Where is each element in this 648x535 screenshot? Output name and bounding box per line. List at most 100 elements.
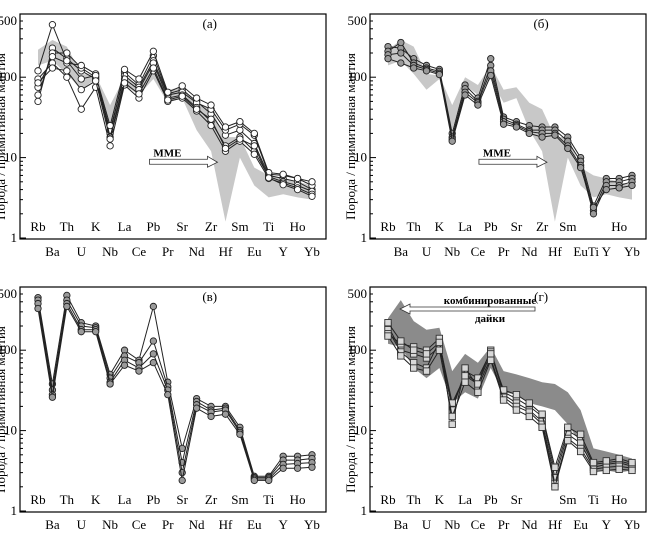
data-point [397, 38, 405, 47]
data-point [178, 82, 186, 90]
data-point [178, 476, 186, 485]
data-point [63, 302, 71, 311]
data-point [77, 61, 85, 70]
data-point [120, 79, 129, 87]
data-point [250, 150, 258, 158]
y-axis-label: Порода / примитивная мантия [0, 326, 8, 493]
data-point [487, 356, 495, 364]
data-point [576, 447, 585, 456]
data-point [397, 59, 405, 67]
data-point [77, 105, 85, 113]
data-point [422, 350, 431, 358]
y-tick-label: 100 [0, 69, 17, 84]
x-tick-label: Yb [304, 244, 320, 259]
x-tick-label: Ho [611, 219, 627, 234]
data-point [602, 185, 610, 194]
y-tick-label: 10 [354, 150, 367, 165]
x-tick-label: Y [602, 244, 612, 259]
data-point [602, 466, 610, 475]
reference-field [388, 300, 632, 473]
data-point [279, 464, 287, 472]
data-point [149, 337, 158, 345]
mme-annotation: MME [478, 147, 548, 168]
combined-dykes-arrow [399, 303, 536, 315]
x-tick-label: U [77, 244, 87, 259]
x-tick-label: Nb [102, 517, 118, 532]
x-tick-label: Ti [588, 244, 599, 259]
x-tick-label: La [458, 492, 472, 507]
data-point [221, 410, 230, 418]
y-axis-label: Порода / примитивная мантия [343, 53, 358, 220]
data-point [207, 412, 215, 421]
x-tick-label: Sr [511, 492, 523, 507]
data-point [92, 77, 100, 85]
x-tick-label: Y [278, 517, 288, 532]
x-tick-label: Y [602, 517, 612, 532]
data-point [178, 92, 186, 100]
data-point [487, 71, 495, 80]
series-5 [384, 332, 636, 491]
y-tick-label: 1 [361, 503, 368, 518]
x-tick-label: Ce [132, 244, 147, 259]
data-point [384, 332, 392, 340]
data-point [384, 55, 392, 63]
chart-panel-1: 1 10 100 500 Порода / примитивная мантия (а) R… [0, 13, 327, 259]
x-tick-label: Eu [247, 517, 262, 532]
data-point [615, 184, 623, 192]
data-point [120, 361, 129, 369]
data-point [628, 458, 636, 467]
data-point [512, 390, 521, 399]
data-point [448, 412, 456, 421]
y-tick-label: 10 [4, 423, 17, 438]
x-tick-label: U [77, 517, 87, 532]
x-tick-label: Hf [219, 244, 233, 259]
data-point [207, 115, 215, 123]
x-tick-label: Ho [290, 492, 306, 507]
x-tick-label: Ti [263, 219, 274, 234]
y-tick-label: 10 [354, 423, 367, 438]
data-point [384, 319, 392, 327]
x-tick-label: Ce [471, 244, 486, 259]
plot-frame [369, 13, 647, 240]
x-tick-label: Hf [548, 517, 562, 532]
data-point [164, 96, 172, 104]
x-tick-label: Yb [624, 244, 640, 259]
x-tick-label: Sr [511, 219, 523, 234]
x-tick-label: Sr [176, 219, 188, 234]
data-point [77, 86, 85, 94]
combined-dykes-label: дайки [475, 313, 506, 325]
x-tick-label: Ce [132, 517, 147, 532]
y-tick-label: 10 [4, 150, 17, 165]
data-point [499, 396, 508, 404]
data-point [435, 338, 444, 347]
x-tick-label: Y [278, 244, 288, 259]
x-tick-label: La [118, 492, 132, 507]
x-tick-label: Rb [380, 219, 395, 234]
data-point [410, 364, 418, 372]
data-point [461, 364, 469, 372]
x-tick-label: Th [406, 219, 421, 234]
data-point [525, 412, 533, 421]
x-tick-label: Yb [624, 517, 640, 532]
x-tick-label: Rb [30, 492, 45, 507]
data-point [164, 390, 172, 399]
data-point [564, 436, 572, 445]
x-tick-label: Rb [380, 492, 395, 507]
x-tick-label: Sm [559, 219, 576, 234]
data-point [250, 129, 258, 138]
data-point [461, 378, 469, 386]
series-5 [34, 21, 316, 186]
data-point [77, 75, 85, 83]
x-tick-label: Eu [247, 244, 262, 259]
series-3 [34, 299, 316, 483]
x-tick-label: Th [406, 492, 421, 507]
x-tick-label: La [458, 219, 472, 234]
data-point [589, 210, 598, 218]
data-point [63, 73, 71, 81]
data-point [397, 49, 405, 57]
x-tick-label: Ho [290, 219, 306, 234]
data-point [48, 64, 57, 72]
data-point [615, 465, 623, 473]
x-tick-label: K [435, 492, 445, 507]
data-point [435, 70, 444, 79]
